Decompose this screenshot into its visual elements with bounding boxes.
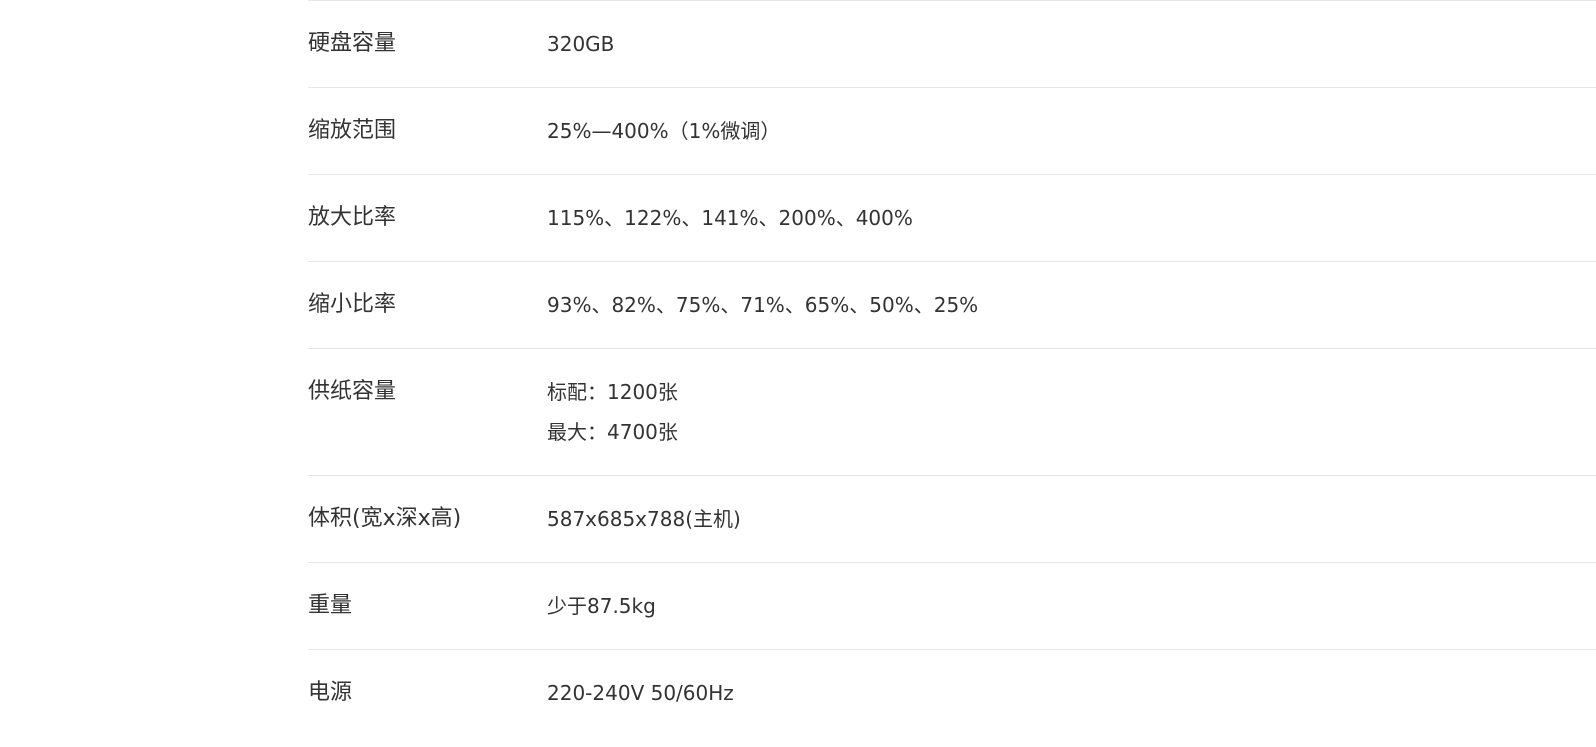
spec-value-line: 少于87.5kg [547, 594, 656, 618]
spec-row: 缩放范围 25%—400%（1%微调） [308, 88, 1596, 175]
spec-label: 电源 [308, 680, 353, 705]
spec-row: 体积(宽x深x高) 587x685x788(主机) [308, 476, 1596, 563]
spec-value-line: 115%、122%、141%、200%、400% [547, 206, 913, 230]
spec-row: 缩小比率 93%、82%、75%、71%、65%、50%、25% [308, 262, 1596, 349]
spec-value-line: 587x685x788(主机) [547, 507, 741, 531]
spec-value: 115%、122%、141%、200%、400% [547, 198, 913, 238]
spec-label: 缩放范围 [308, 118, 397, 143]
spec-label: 重量 [308, 593, 353, 618]
spec-value: 220-240V 50/60Hz [547, 673, 734, 713]
spec-value-line: 220-240V 50/60Hz [547, 681, 734, 705]
spec-label: 缩小比率 [308, 292, 397, 317]
spec-value: 少于87.5kg [547, 586, 656, 626]
spec-value-line: 320GB [547, 32, 615, 56]
spec-value: 标配：1200张 最大：4700张 [547, 372, 678, 452]
spec-row: 放大比率 115%、122%、141%、200%、400% [308, 175, 1596, 262]
spec-row: 重量 少于87.5kg [308, 563, 1596, 650]
spec-value: 25%—400%（1%微调） [547, 111, 780, 151]
spec-row: 硬盘容量 320GB [308, 1, 1596, 88]
spec-row: 电源 220-240V 50/60Hz [308, 650, 1596, 736]
spec-value: 320GB [547, 24, 614, 64]
spec-row: 供纸容量 标配：1200张 最大：4700张 [308, 349, 1596, 476]
spec-label: 硬盘容量 [308, 31, 397, 56]
spec-value-line: 标配：1200张 [547, 380, 678, 404]
spec-table: 硬盘容量 320GB 缩放范围 25%—400%（1%微调） 放大比率 115%、122%… [308, 0, 1596, 736]
spec-value-line: 93%、82%、75%、71%、65%、50%、25% [547, 293, 979, 317]
spec-label: 放大比率 [308, 205, 397, 230]
spec-value: 93%、82%、75%、71%、65%、50%、25% [547, 285, 978, 325]
spec-value-line: 最大：4700张 [547, 420, 678, 444]
spec-label: 体积(宽x深x高) [308, 506, 462, 531]
spec-label: 供纸容量 [308, 379, 397, 404]
spec-value: 587x685x788(主机) [547, 499, 741, 539]
spec-value-line: 25%—400%（1%微调） [547, 119, 781, 143]
